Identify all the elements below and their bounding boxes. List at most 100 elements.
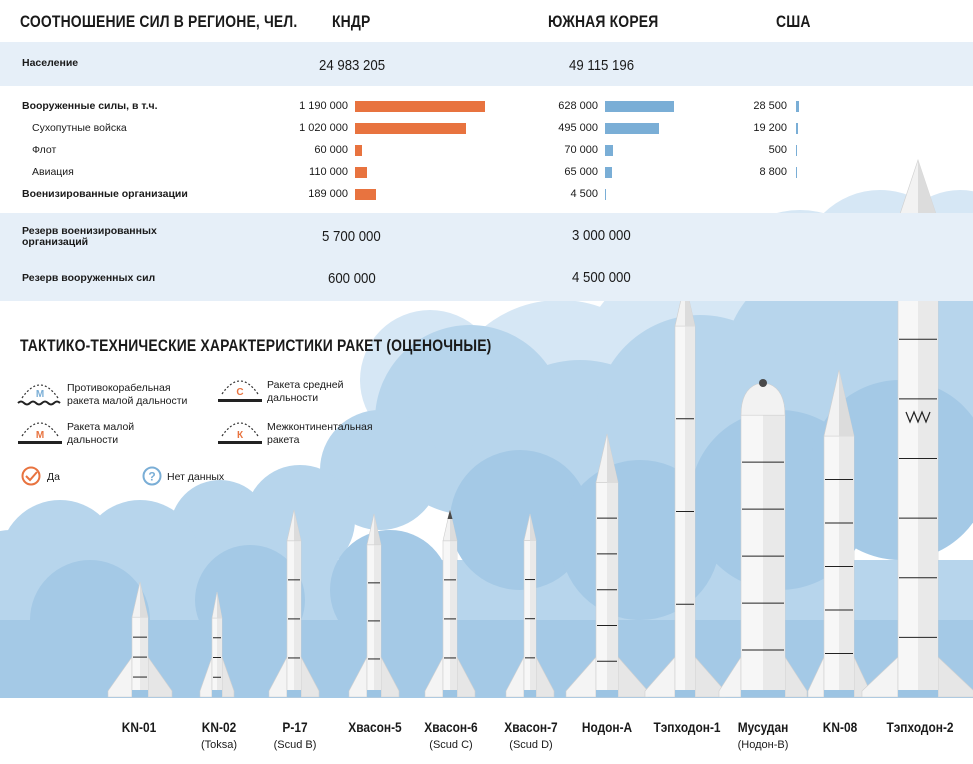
population-rok: 49 115 196 xyxy=(569,57,635,74)
legend-yes-text: Да xyxy=(47,471,60,483)
legend-line: Ракета средней xyxy=(267,379,344,391)
legend-line: Межконтинентальная xyxy=(267,421,373,433)
missile-name: Хвасон-5 xyxy=(348,719,402,735)
missile-nose-shade xyxy=(374,514,381,545)
bar-rok xyxy=(605,101,674,112)
missile-nose-shade xyxy=(607,434,618,483)
missile-sub: (Нодон-В) xyxy=(737,739,789,751)
svg-text:?: ? xyxy=(148,470,155,484)
value-rok: 65 000 xyxy=(564,166,598,178)
missile-name: Хвасон-7 xyxy=(504,719,558,735)
missile-name: Тэпходон-2 xyxy=(886,719,954,735)
svg-text:С: С xyxy=(236,387,243,398)
missile-base xyxy=(287,690,301,697)
missile-sub: (Toksa) xyxy=(200,739,238,751)
reserve-paramilitary-label-line2: организаций xyxy=(22,236,89,248)
legend-icbm-text: Межконтинентальная ракета xyxy=(267,421,373,447)
missiles-title: ТАКТИКО-ТЕХНИЧЕСКИЕ ХАРАКТЕРИСТИКИ РАКЕТ… xyxy=(20,336,492,355)
row-label-ground: Сухопутные войска xyxy=(32,122,127,134)
value-rok: 495 000 xyxy=(558,122,598,134)
missile-nose xyxy=(740,383,786,416)
bar-dprk xyxy=(355,167,367,178)
row-label-air: Авиация xyxy=(32,166,74,178)
missile-name: KN-08 xyxy=(822,719,858,735)
missile-nose-shade xyxy=(839,370,854,436)
missile-nose-shade xyxy=(140,582,148,618)
value-usa: 28 500 xyxy=(753,100,787,112)
row-label-navy: Флот xyxy=(32,144,57,156)
missile-name: Тэпходон-1 xyxy=(653,719,721,735)
missile-base xyxy=(367,690,381,697)
svg-text:К: К xyxy=(237,430,244,441)
legend-line: дальности xyxy=(67,434,119,446)
reserve-paramilitary-rok: 3 000 000 xyxy=(572,227,631,244)
value-usa: 8 800 xyxy=(759,166,787,178)
missile-sub: (Scud D) xyxy=(509,739,553,751)
missile-nose-shade xyxy=(217,592,222,618)
bar-dprk xyxy=(355,101,485,112)
population-dprk: 24 983 205 xyxy=(319,57,386,74)
bar-rok xyxy=(605,167,613,178)
legend-line: Ракета малой xyxy=(67,421,135,433)
bar-usa xyxy=(796,123,799,134)
bar-usa xyxy=(796,167,797,178)
bar-usa xyxy=(796,101,800,112)
missile-tip xyxy=(447,510,453,519)
population-label: Население xyxy=(22,57,79,69)
reserve-forces-rok: 4 500 000 xyxy=(572,269,631,286)
reserve-paramilitary-dprk: 5 700 000 xyxy=(322,228,381,245)
legend-nodata-text: Нет данных xyxy=(167,471,225,483)
missile-nose-shade xyxy=(918,160,938,220)
missile-base xyxy=(443,690,457,697)
missile-name: Нодон-А xyxy=(581,719,633,735)
missile-base xyxy=(212,690,222,697)
value-usa: 500 xyxy=(768,144,787,156)
missile-base xyxy=(675,690,695,697)
missile-base xyxy=(596,690,618,697)
value-rok: 628 000 xyxy=(558,100,598,112)
missile-base xyxy=(524,690,536,697)
legend-icon-antiship: М xyxy=(17,384,61,406)
reserve-band xyxy=(0,213,973,301)
legend-icon-short: М xyxy=(18,422,62,444)
value-dprk: 110 000 xyxy=(309,166,348,178)
legend-icon-medium: С xyxy=(218,380,262,402)
bar-rok xyxy=(605,123,660,134)
row-label-paramilitary: Военизированные организации xyxy=(22,188,188,200)
value-dprk: 1 190 000 xyxy=(299,100,348,112)
missile-name: KN-01 xyxy=(121,719,157,735)
value-rok: 70 000 xyxy=(564,144,598,156)
missile-name: Р-17 xyxy=(282,719,308,735)
legend-antiship-text: Противокорабельная ракета малой дальност… xyxy=(67,382,187,408)
missile-base xyxy=(898,690,938,697)
legend-line: дальности xyxy=(267,392,319,404)
question-icon: ? xyxy=(142,466,162,486)
legend-line: ракета xyxy=(267,434,300,446)
bar-dprk xyxy=(355,189,376,200)
missile-name: KN-02 xyxy=(201,719,237,735)
missile-tip xyxy=(759,379,767,387)
value-rok: 4 500 xyxy=(570,188,598,200)
check-icon xyxy=(21,466,41,486)
missile-base xyxy=(741,690,785,697)
svg-text:М: М xyxy=(36,430,44,441)
legend-medium-text: Ракета средней дальности xyxy=(267,379,343,405)
row-label-armed-forces: Вооруженные силы, в т.ч. xyxy=(22,100,158,112)
legend-line: Противокорабельная xyxy=(67,382,171,394)
column-header-rok: ЮЖНАЯ КОРЕЯ xyxy=(548,12,659,31)
missile-name: Хвасон-6 xyxy=(424,719,478,735)
bar-dprk xyxy=(355,123,467,134)
value-usa: 19 200 xyxy=(753,122,787,134)
value-dprk: 60 000 xyxy=(314,144,348,156)
svg-text:М: М xyxy=(36,389,44,400)
missile-sub: (Scud B) xyxy=(273,739,317,751)
legend-short-text: Ракета малой дальности xyxy=(67,421,134,447)
missile-base xyxy=(824,690,854,697)
population-band xyxy=(0,42,973,86)
value-dprk: 189 000 xyxy=(308,188,348,200)
bar-rok xyxy=(605,145,613,156)
missile-nose-shade xyxy=(530,514,536,541)
